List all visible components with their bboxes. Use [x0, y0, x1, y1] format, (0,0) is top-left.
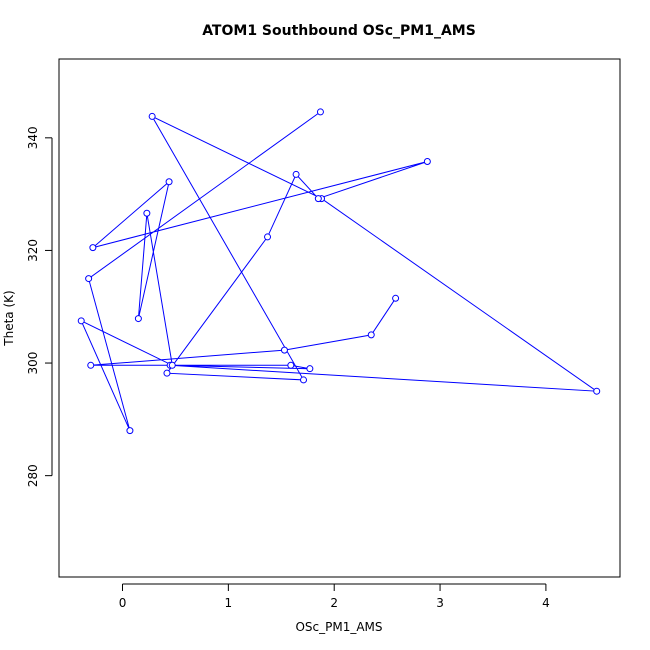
data-point	[593, 387, 601, 395]
series-theta	[77, 108, 601, 435]
data-point	[423, 157, 431, 165]
data-point	[287, 361, 295, 369]
data-point	[300, 376, 308, 384]
data-point	[134, 315, 142, 323]
data-point	[392, 294, 400, 302]
y-tick-label: 300	[26, 352, 40, 375]
data-point	[77, 317, 85, 325]
data-point	[264, 233, 272, 241]
y-tick-label: 320	[26, 239, 40, 262]
data-point	[168, 361, 176, 369]
data-point	[367, 331, 375, 339]
data-point	[85, 275, 93, 283]
x-axis-label: OSc_PM1_AMS	[295, 620, 382, 634]
data-point	[126, 427, 134, 435]
y-tick-label: 340	[26, 126, 40, 149]
data-point	[148, 112, 156, 120]
data-point	[87, 361, 95, 369]
data-point	[143, 209, 151, 217]
x-tick-label: 0	[119, 596, 127, 610]
data-point	[89, 244, 97, 252]
data-point	[292, 170, 300, 178]
y-tick-label: 280	[26, 464, 40, 487]
x-tick-label: 2	[330, 596, 338, 610]
data-point	[165, 178, 173, 186]
data-point	[163, 369, 171, 377]
series-line	[80, 111, 599, 431]
x-tick-label: 4	[542, 596, 550, 610]
y-axis: 280 300 320 340	[26, 126, 53, 487]
plot-frame	[58, 58, 621, 578]
x-tick-label: 3	[436, 596, 444, 610]
data-point	[314, 195, 322, 203]
chart-title: ATOM1 Southbound OSc_PM1_AMS	[202, 23, 476, 39]
data-point	[306, 365, 314, 373]
x-axis: 0 1 2 3 4	[119, 583, 550, 610]
x-tick-label: 1	[225, 596, 233, 610]
data-point	[280, 346, 288, 354]
data-point	[316, 108, 324, 116]
y-axis-label: Theta (K)	[2, 290, 16, 346]
